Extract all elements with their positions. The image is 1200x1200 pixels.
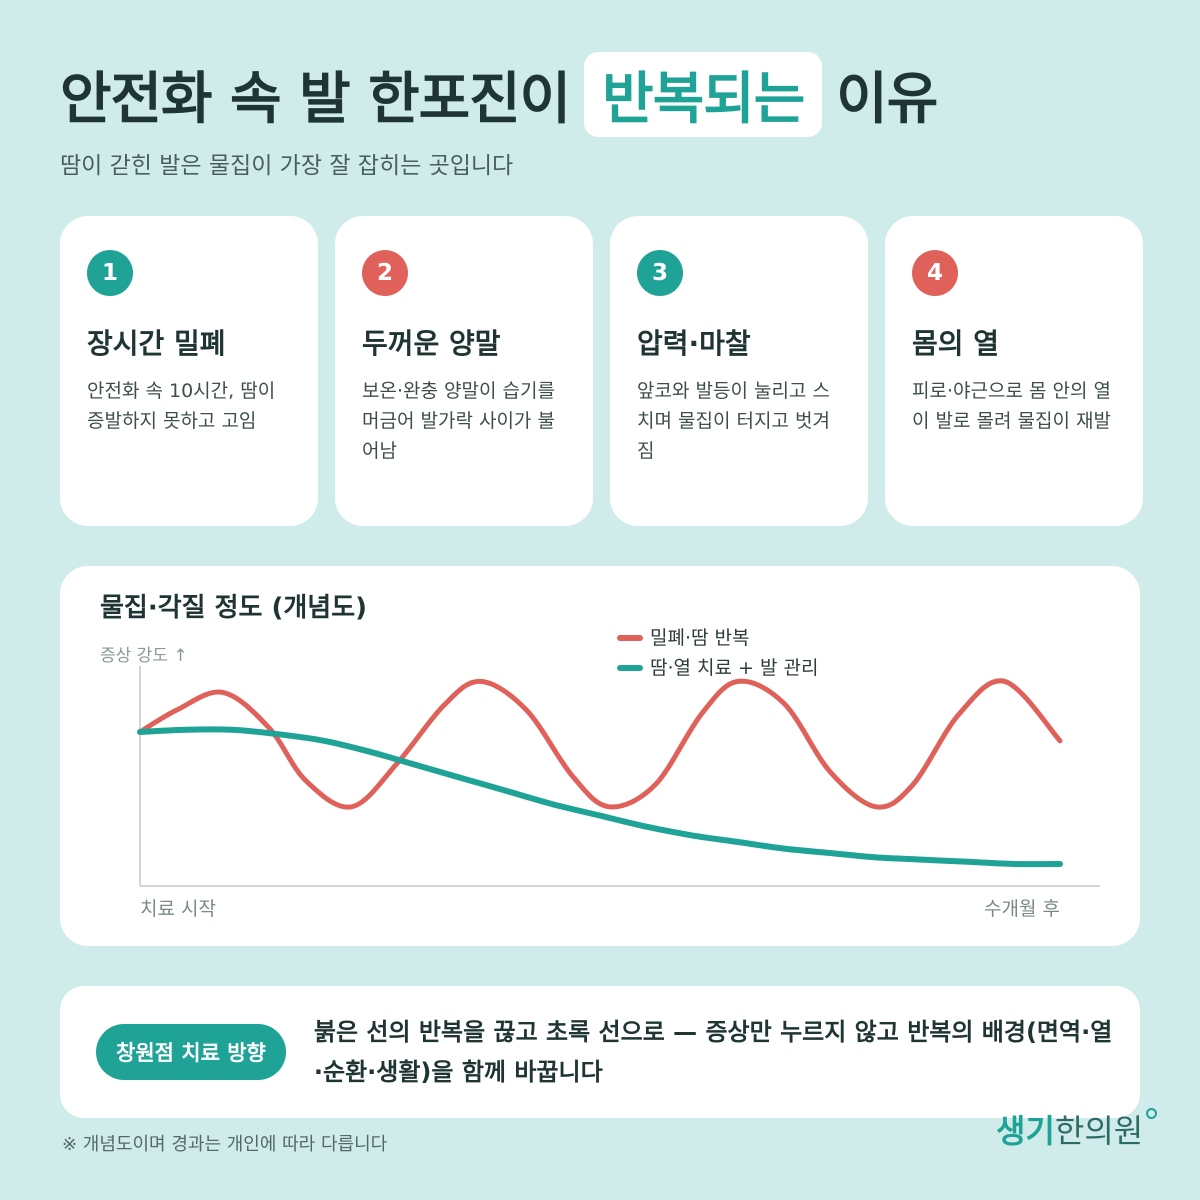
legend-label-repeat: 밀폐·땀 반복: [650, 627, 749, 649]
clinic-logo: 생기한의원: [996, 1106, 1158, 1152]
card-description: 보온·완충 양말이 습기를 머금어 발가락 사이가 불어남: [362, 380, 555, 462]
legend-label-treatment: 땀·열 치료 + 발 관리: [650, 657, 818, 679]
x-axis-start-label: 치료 시작: [140, 898, 216, 920]
clinic-badge: 창원점 치료 방향: [96, 1024, 286, 1080]
card-number-badge: 1: [87, 250, 133, 296]
card-number-badge: 2: [362, 250, 408, 296]
title-text: 안전화 속 발 한포진이: [60, 67, 571, 132]
card-description: 피로·야근으로 몸 안의 열이 발로 몰려 물집이 재발: [912, 380, 1111, 432]
logo-part-2: 한의원: [1054, 1112, 1144, 1150]
chart-title: 물집·각질 정도 (개념도): [100, 593, 367, 623]
cause-card-1: 1 장시간 밀폐 안전화 속 10시간, 땀이 증발하지 못하고 고임: [60, 216, 318, 526]
series-line-repeat: [137, 678, 1063, 810]
card-number-badge: 4: [912, 250, 958, 296]
page-subtitle: 땀이 갇힌 발은 물집이 가장 잘 잡히는 곳입니다: [60, 153, 514, 179]
symptom-chart: 물집·각질 정도 (개념도) 증상 강도 ↑ 치료 시작 수개월 후 밀폐·땀 …: [100, 593, 1100, 920]
title-text-end: 이유: [836, 67, 938, 132]
treatment-direction-text: 붉은 선의 반복을 끊고 초록 선으로 — 증상만 누르지 않고 반복의 배경(…: [313, 1018, 1113, 1086]
treatment-direction-panel: 창원점 치료 방향 붉은 선의 반복을 끊고 초록 선으로 — 증상만 누르지 …: [60, 986, 1140, 1118]
cause-cards: 1 장시간 밀폐 안전화 속 10시간, 땀이 증발하지 못하고 고임 2 두꺼…: [60, 216, 1143, 526]
logo-part-1: 생기: [996, 1112, 1055, 1150]
title-highlight: 반복되는: [584, 52, 823, 137]
card-title: 압력·마찰: [637, 327, 751, 360]
page-title: 안전화 속 발 한포진이 반복되는 이유: [60, 52, 938, 137]
cause-card-2: 2 두꺼운 양말 보온·완충 양말이 습기를 머금어 발가락 사이가 불어남: [335, 216, 593, 526]
cause-card-4: 4 몸의 열 피로·야근으로 몸 안의 열이 발로 몰려 물집이 재발: [885, 216, 1143, 526]
card-title: 몸의 열: [912, 327, 1000, 360]
cause-card-3: 3 압력·마찰 앞코와 발등이 눌리고 스치며 물집이 터지고 벗겨짐: [610, 216, 868, 526]
series-line-treatment: [137, 726, 1063, 868]
footnote: ※ 개념도이며 경과는 개인에 따라 다릅니다: [62, 1134, 388, 1155]
x-axis-end-label: 수개월 후: [984, 898, 1060, 920]
chart-panel: 물집·각질 정도 (개념도) 증상 강도 ↑ 치료 시작 수개월 후 밀폐·땀 …: [60, 566, 1140, 946]
card-description: 안전화 속 10시간, 땀이 증발하지 못하고 고임: [87, 380, 276, 432]
y-axis-label: 증상 강도 ↑: [100, 646, 188, 666]
card-title: 두꺼운 양말: [362, 327, 501, 360]
card-title: 장시간 밀폐: [87, 327, 226, 360]
card-description: 앞코와 발등이 눌리고 스치며 물집이 터지고 벗겨짐: [637, 380, 830, 462]
logo-dot-icon: [1146, 1108, 1158, 1119]
card-number-badge: 3: [637, 250, 683, 296]
